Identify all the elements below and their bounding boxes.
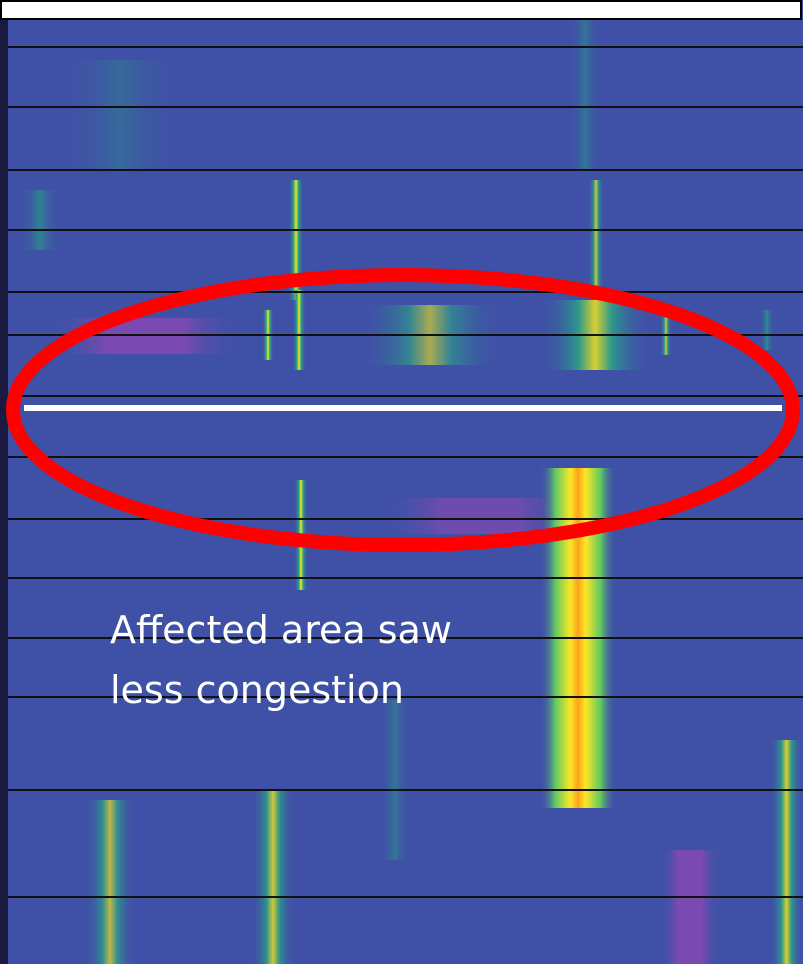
streak	[20, 190, 60, 250]
annotation-line: Affected area saw	[110, 608, 452, 652]
streak	[252, 790, 294, 964]
streak	[292, 290, 306, 370]
streak	[760, 310, 774, 350]
left-edge	[0, 20, 8, 964]
streak	[60, 60, 180, 170]
streak	[288, 180, 304, 300]
annotation-line: less congestion	[110, 668, 404, 712]
row-separators	[8, 46, 803, 898]
highlight-ellipse	[6, 268, 800, 552]
header-box	[0, 0, 802, 20]
streak	[85, 800, 135, 964]
streak	[770, 740, 803, 964]
streak	[588, 180, 604, 290]
streak	[660, 850, 720, 964]
streak	[570, 20, 600, 170]
streak	[380, 700, 410, 860]
